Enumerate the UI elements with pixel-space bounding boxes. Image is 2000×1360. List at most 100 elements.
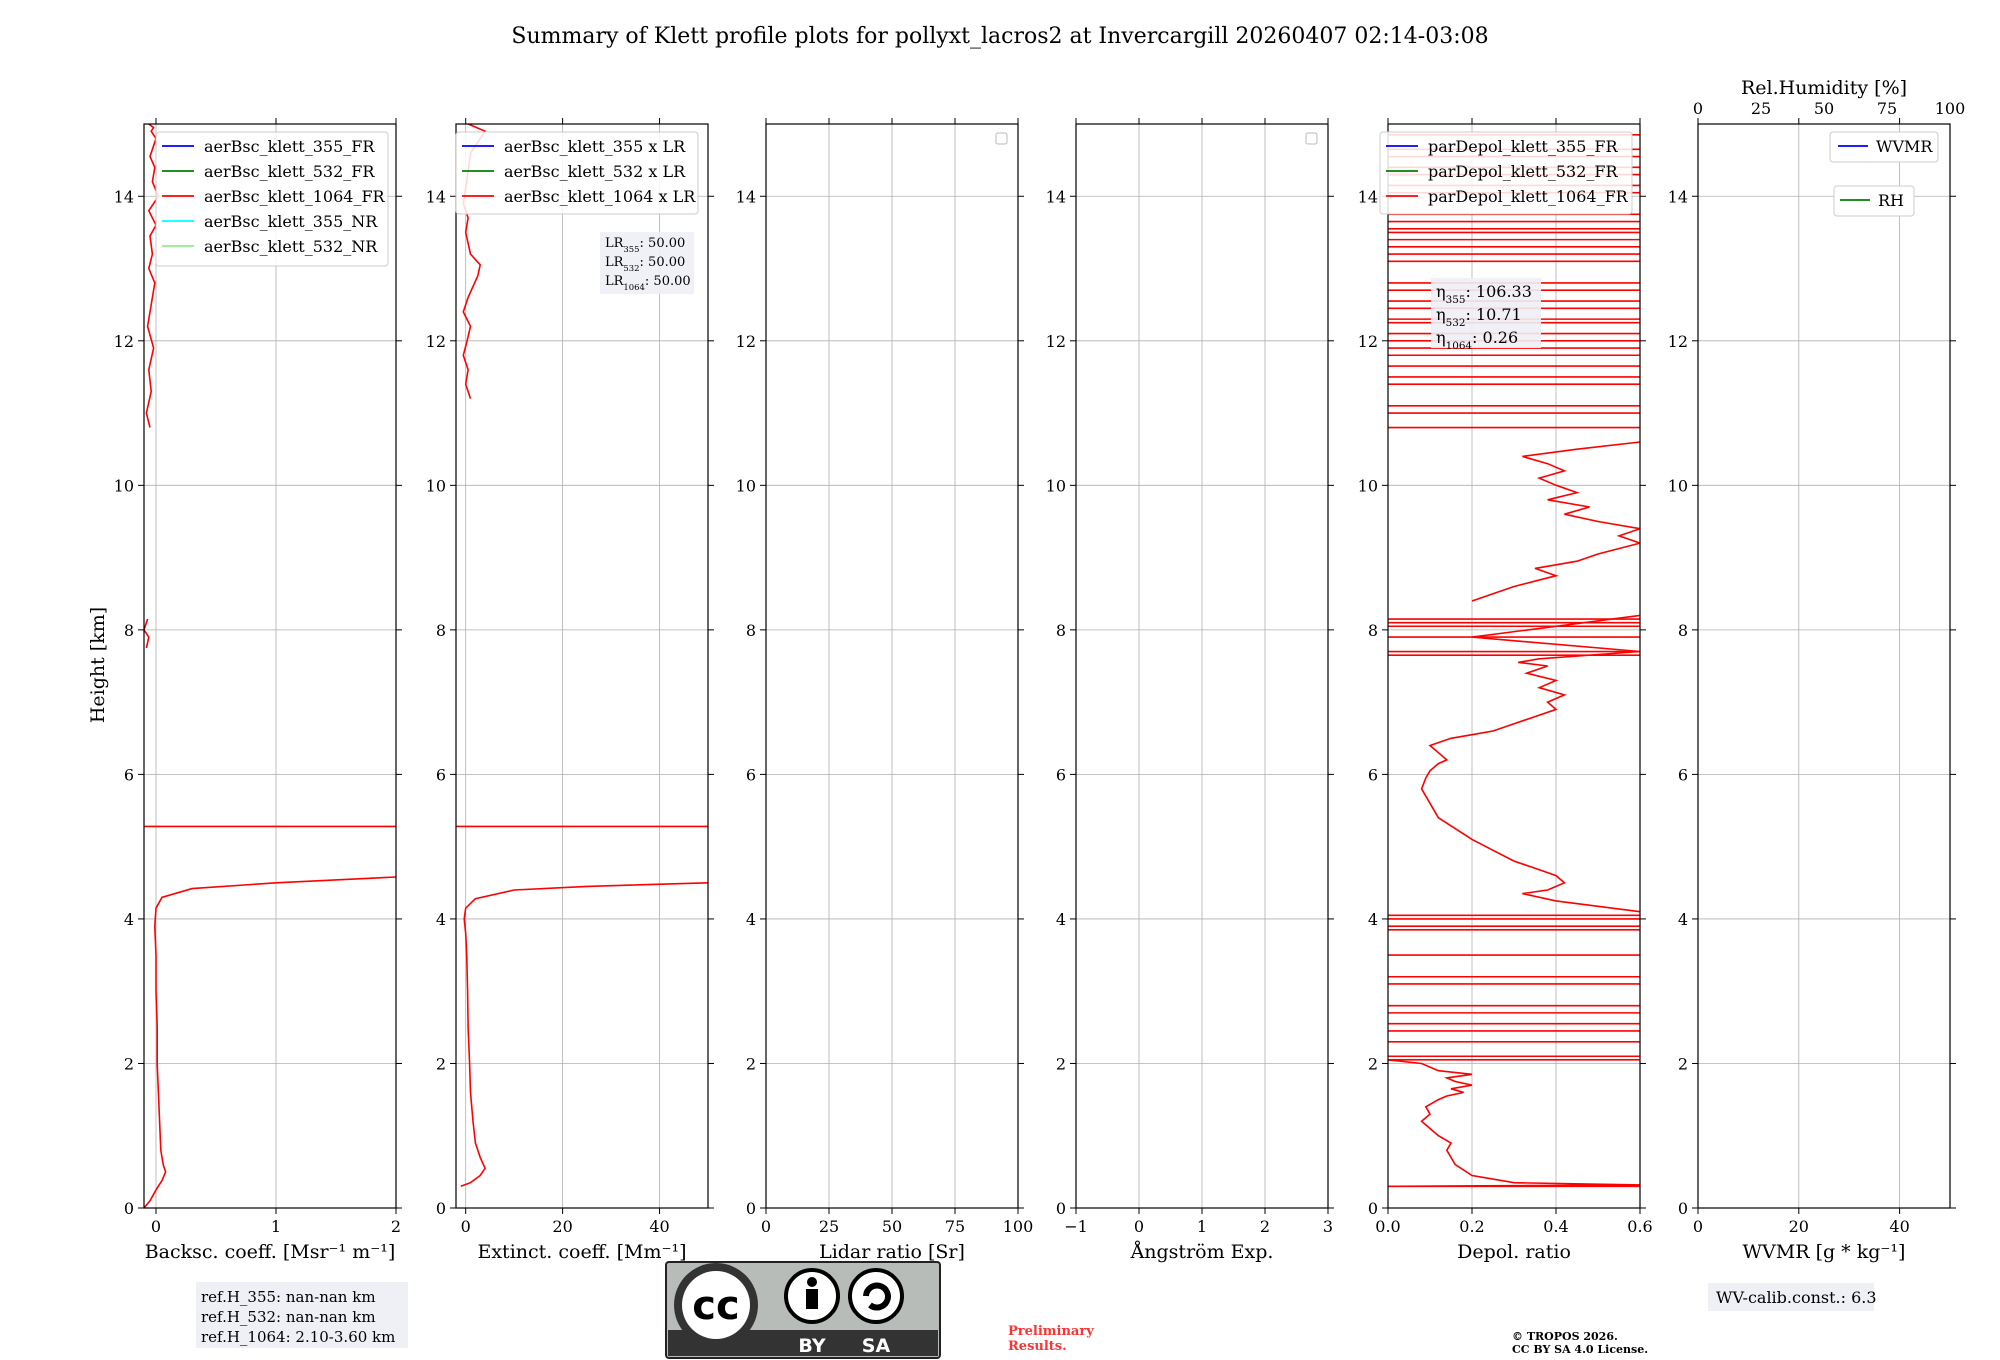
plot-frame xyxy=(1697,123,1951,1209)
legend-entry: WVMR xyxy=(1876,137,1933,156)
legend-box xyxy=(155,131,389,267)
y-tick-label: 0 xyxy=(1678,1199,1688,1218)
legend-entry: aerBsc_klett_1064_FR xyxy=(204,187,386,206)
y-tick-label: 6 xyxy=(436,765,446,784)
legend: WVMR RH xyxy=(1829,131,1939,217)
y-tick-label: 12 xyxy=(114,332,134,351)
y-tick-label: 12 xyxy=(1358,332,1378,351)
figure-title: Summary of Klett profile plots for polly… xyxy=(511,24,1488,49)
y-tick-label: 14 xyxy=(1668,187,1688,206)
y-tick-label: 6 xyxy=(124,765,134,784)
y-tick-label: 0 xyxy=(124,1199,134,1218)
legend-entry: aerBsc_klett_355_FR xyxy=(204,137,375,156)
legend: aerBsc_klett_355 x LR aerBsc_klett_532 x … xyxy=(455,131,699,215)
x-tick-label: 0 xyxy=(461,1217,471,1236)
y-tick-label: 6 xyxy=(1678,765,1688,784)
empty-legend-marker xyxy=(1305,132,1318,145)
y-tick-label: 4 xyxy=(124,910,134,929)
y-tick-label: 8 xyxy=(124,621,134,640)
ref-height-box: ref.H_355: nan-nan km ref.H_532: nan-nan… xyxy=(196,1282,408,1348)
y-tick-label: 2 xyxy=(1056,1054,1066,1073)
x-tick-label: 0.6 xyxy=(1627,1217,1652,1236)
cc-by-label: BY xyxy=(798,1335,825,1357)
y-tick-label: 6 xyxy=(1368,765,1378,784)
wv-calib-box xyxy=(1708,1283,1874,1311)
series-line xyxy=(145,124,160,428)
y-tick-label: 2 xyxy=(746,1054,756,1073)
panel-6: 0 20 40 0 2 4 6 8 10 12 14 WVMR [g * kg⁻¹] 0 25 50 75 10… xyxy=(1668,77,1966,1263)
preliminary-note-line2: Results. xyxy=(1008,1339,1067,1354)
top-tick-label: 75 xyxy=(1877,99,1897,118)
top-tick-label: 50 xyxy=(1814,99,1834,118)
y-tick-label: 10 xyxy=(1668,476,1688,495)
plot-frame xyxy=(1387,123,1641,1209)
legend-box xyxy=(1829,131,1939,163)
top-tick-label: 0 xyxy=(1693,99,1703,118)
x-tick-label: 3 xyxy=(1323,1217,1333,1236)
x-axis-label: Lidar ratio [Sr] xyxy=(819,1241,965,1263)
y-tick-label: 12 xyxy=(1046,332,1066,351)
x-tick-label: 0 xyxy=(761,1217,771,1236)
annotation-bg xyxy=(600,232,694,294)
x-tick-label: 40 xyxy=(1889,1217,1909,1236)
y-tick-label: 12 xyxy=(736,332,756,351)
series-line xyxy=(460,882,708,1188)
legend-entry: parDepol_klett_355_FR xyxy=(1428,137,1619,156)
y-tick-label: 4 xyxy=(1056,910,1066,929)
x-tick-label: 0 xyxy=(151,1217,161,1236)
y-tick-label: 2 xyxy=(1678,1054,1688,1073)
x-tick-label: 1 xyxy=(271,1217,281,1236)
sa-arrow-icon xyxy=(863,1282,891,1311)
annotation-line: LR355: 50.00 xyxy=(605,236,685,254)
x-tick-label: 50 xyxy=(882,1217,902,1236)
x-tick-label: 0.0 xyxy=(1375,1217,1400,1236)
x-tick-label: 2 xyxy=(391,1217,401,1236)
wv-calib-const: WV-calib.const.: 6.3 xyxy=(1716,1288,1877,1307)
y-tick-label: 6 xyxy=(1056,765,1066,784)
panel-2: 0 20 40 0 2 4 6 8 10 12 14 Extinct. coeff. [Mm⁻¹] ae… xyxy=(426,118,714,1263)
annotation-line: LR1064: 50.00 xyxy=(605,274,691,292)
legend: parDepol_klett_355_FR parDepol_klett_532_… xyxy=(1379,131,1633,215)
annotation-line: η355: 106.33 xyxy=(1436,282,1532,306)
by-person-body xyxy=(806,1289,818,1309)
ref-height-355: ref.H_355: nan-nan km xyxy=(201,1288,376,1306)
y-tick-label: 2 xyxy=(436,1054,446,1073)
y-tick-label: 12 xyxy=(1668,332,1688,351)
x-tick-label: 25 xyxy=(819,1217,839,1236)
x-axis-label: Backsc. coeff. [Msr⁻¹ m⁻¹] xyxy=(145,1241,396,1263)
ref-height-box-bg xyxy=(196,1282,408,1348)
x-axis-label: Extinct. coeff. [Mm⁻¹] xyxy=(477,1241,686,1263)
y-tick-label: 14 xyxy=(426,187,446,206)
legend-entry: RH xyxy=(1878,191,1904,210)
sa-share-icon xyxy=(848,1268,904,1324)
panel-5: 0.0 0.2 0.4 0.6 0 2 4 6 8 10 12 14 Depol. ratio parDe… xyxy=(1358,118,1653,1263)
x-tick-label: 20 xyxy=(1789,1217,1809,1236)
series-line xyxy=(144,618,150,649)
legend: aerBsc_klett_355_FR aerBsc_klett_532_FRae… xyxy=(155,131,389,267)
y-tick-label: 2 xyxy=(1368,1054,1378,1073)
annotation-line: η532: 10.71 xyxy=(1436,305,1522,329)
y-axis-label: Height [km] xyxy=(87,607,109,723)
plot-frame xyxy=(455,123,709,1209)
x-tick-label: 1 xyxy=(1197,1217,1207,1236)
ref-height-1064: ref.H_1064: 2.10-3.60 km xyxy=(201,1328,395,1346)
y-tick-label: 8 xyxy=(746,621,756,640)
x-tick-label: 0.2 xyxy=(1459,1217,1484,1236)
legend-entry: parDepol_klett_1064_FR xyxy=(1428,187,1629,206)
y-tick-label: 4 xyxy=(1368,910,1378,929)
copyright-line1: © TROPOS 2026. xyxy=(1512,1330,1618,1343)
plot-frame xyxy=(143,123,397,1209)
x-tick-label: 75 xyxy=(945,1217,965,1236)
legend-entry: parDepol_klett_532_FR xyxy=(1428,162,1619,181)
x-tick-label: 2 xyxy=(1260,1217,1270,1236)
series-line xyxy=(1420,614,1640,913)
copyright-line2: CC BY SA 4.0 License. xyxy=(1512,1343,1648,1356)
y-tick-label: 6 xyxy=(746,765,756,784)
x-tick-label: 0 xyxy=(1134,1217,1144,1236)
legend-entry: aerBsc_klett_532_FR xyxy=(204,162,375,181)
